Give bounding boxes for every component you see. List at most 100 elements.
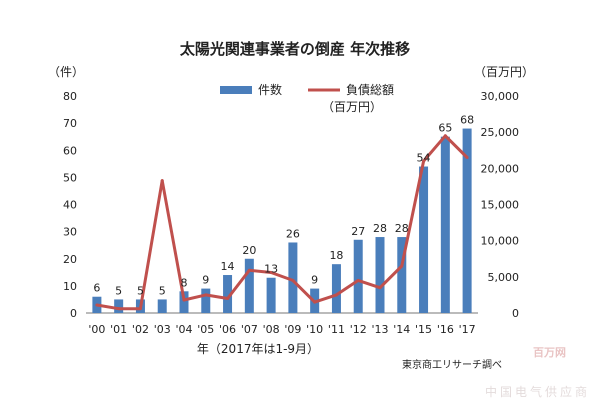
legend: 件数 負債総額 （百万円） <box>220 82 394 114</box>
debt-point <box>160 179 164 183</box>
left-tick-label: 20 <box>63 253 77 266</box>
debt-point <box>378 286 382 290</box>
debt-point <box>182 298 186 302</box>
right-tick-label: 20,000 <box>481 162 520 175</box>
right-tick-label: 5,000 <box>488 271 520 284</box>
bar <box>266 277 276 313</box>
bar-value-label: 6 <box>93 282 100 295</box>
x-tick-label: '03 <box>154 323 171 336</box>
bar-value-label: 9 <box>311 274 318 287</box>
left-tick-label: 80 <box>63 90 77 103</box>
bar-value-label: 54 <box>417 152 431 165</box>
left-axis-unit: （件） <box>48 65 84 79</box>
debt-point <box>291 278 295 282</box>
x-tick-label: '17 <box>459 323 476 336</box>
left-tick-label: 50 <box>63 171 77 184</box>
debt-point <box>247 268 251 272</box>
x-tick-label: '12 <box>350 323 367 336</box>
x-tick-label: '14 <box>393 323 410 336</box>
x-tick-label: '10 <box>306 323 323 336</box>
x-tick-label: '01 <box>110 323 127 336</box>
debt-point <box>422 159 426 163</box>
bar <box>462 128 472 313</box>
bar <box>244 258 254 313</box>
source-note: 東京商工リサーチ調べ <box>402 358 502 371</box>
left-tick-label: 10 <box>63 280 77 293</box>
bar-series <box>92 128 472 313</box>
legend-label-debt: 負債総額 <box>346 82 394 97</box>
x-tick-label: '05 <box>197 323 214 336</box>
watermark-line1: 百万网 <box>533 346 566 359</box>
left-axis-ticks: 0 10 20 30 40 50 60 70 80 <box>63 90 77 320</box>
left-tick-label: 60 <box>63 144 77 157</box>
chart-title: 太陽光関連事業者の倒産 年次推移 <box>180 40 410 58</box>
right-axis-ticks: 0 5,000 10,000 15,000 20,000 25,000 30,000 <box>481 90 520 320</box>
debt-point <box>443 134 447 138</box>
legend-swatch-count <box>220 86 252 94</box>
bar <box>114 299 124 313</box>
watermark-line2: 中国电气供应商 <box>485 384 590 399</box>
debt-point <box>226 297 230 301</box>
bar-value-label: 9 <box>202 274 209 287</box>
debt-point <box>313 300 317 304</box>
right-tick-label: 25,000 <box>481 126 520 139</box>
bar-value-label: 28 <box>373 222 387 235</box>
right-tick-label: 15,000 <box>481 199 520 212</box>
bar <box>397 237 407 313</box>
legend-label-debt-unit: （百万円） <box>322 100 382 114</box>
bar-value-label: 5 <box>137 284 144 297</box>
bar-value-label: 26 <box>286 227 300 240</box>
bar-value-label: 20 <box>242 244 256 257</box>
bar <box>331 264 341 313</box>
x-axis-title: 年（2017年は1-9月） <box>197 342 319 356</box>
watermark: 百万网 中国电气供应商 <box>485 346 590 399</box>
bar-value-label: 13 <box>264 263 278 276</box>
x-tick-label: '09 <box>284 323 301 336</box>
debt-point <box>138 307 142 311</box>
bar-value-label: 18 <box>329 249 343 262</box>
bar-value-label: 65 <box>438 122 452 135</box>
x-tick-label: '11 <box>328 323 345 336</box>
debt-point <box>400 264 404 268</box>
left-tick-label: 40 <box>63 199 77 212</box>
right-tick-label: 10,000 <box>481 235 520 248</box>
bar <box>179 291 189 313</box>
left-tick-label: 0 <box>70 307 77 320</box>
bar-value-label: 28 <box>395 222 409 235</box>
debt-point <box>334 293 338 297</box>
bar-value-label: 5 <box>115 284 122 297</box>
right-axis-unit: （百万円） <box>474 65 534 79</box>
debt-point <box>95 303 99 307</box>
debt-point <box>117 307 121 311</box>
x-tick-label: '15 <box>415 323 432 336</box>
bar-value-label: 27 <box>351 225 365 238</box>
bar <box>223 275 233 313</box>
bar <box>440 136 450 313</box>
bar <box>157 299 167 313</box>
bar-value-label: 14 <box>221 260 235 273</box>
legend-label-count: 件数 <box>258 82 282 97</box>
left-tick-label: 70 <box>63 117 77 130</box>
x-tick-label: '02 <box>132 323 149 336</box>
bar-value-label: 5 <box>159 284 166 297</box>
bar-value-label: 68 <box>460 114 474 127</box>
x-tick-label: '08 <box>263 323 280 336</box>
bar <box>288 242 298 313</box>
x-axis-ticks: '00 '01 '02 '03 '04 '05 '06 '07 '08 '09 '10 '11 '12 '… <box>88 323 475 336</box>
debt-point <box>204 293 208 297</box>
bar <box>419 166 429 313</box>
x-tick-label: '07 <box>241 323 258 336</box>
x-tick-label: '13 <box>371 323 388 336</box>
x-tick-label: '06 <box>219 323 236 336</box>
debt-line <box>96 134 469 311</box>
debt-point <box>356 278 360 282</box>
bar <box>375 237 385 313</box>
x-tick-label: '04 <box>175 323 192 336</box>
bar <box>201 288 211 313</box>
debt-point <box>269 270 273 274</box>
left-tick-label: 30 <box>63 226 77 239</box>
right-tick-label: 0 <box>512 307 519 320</box>
